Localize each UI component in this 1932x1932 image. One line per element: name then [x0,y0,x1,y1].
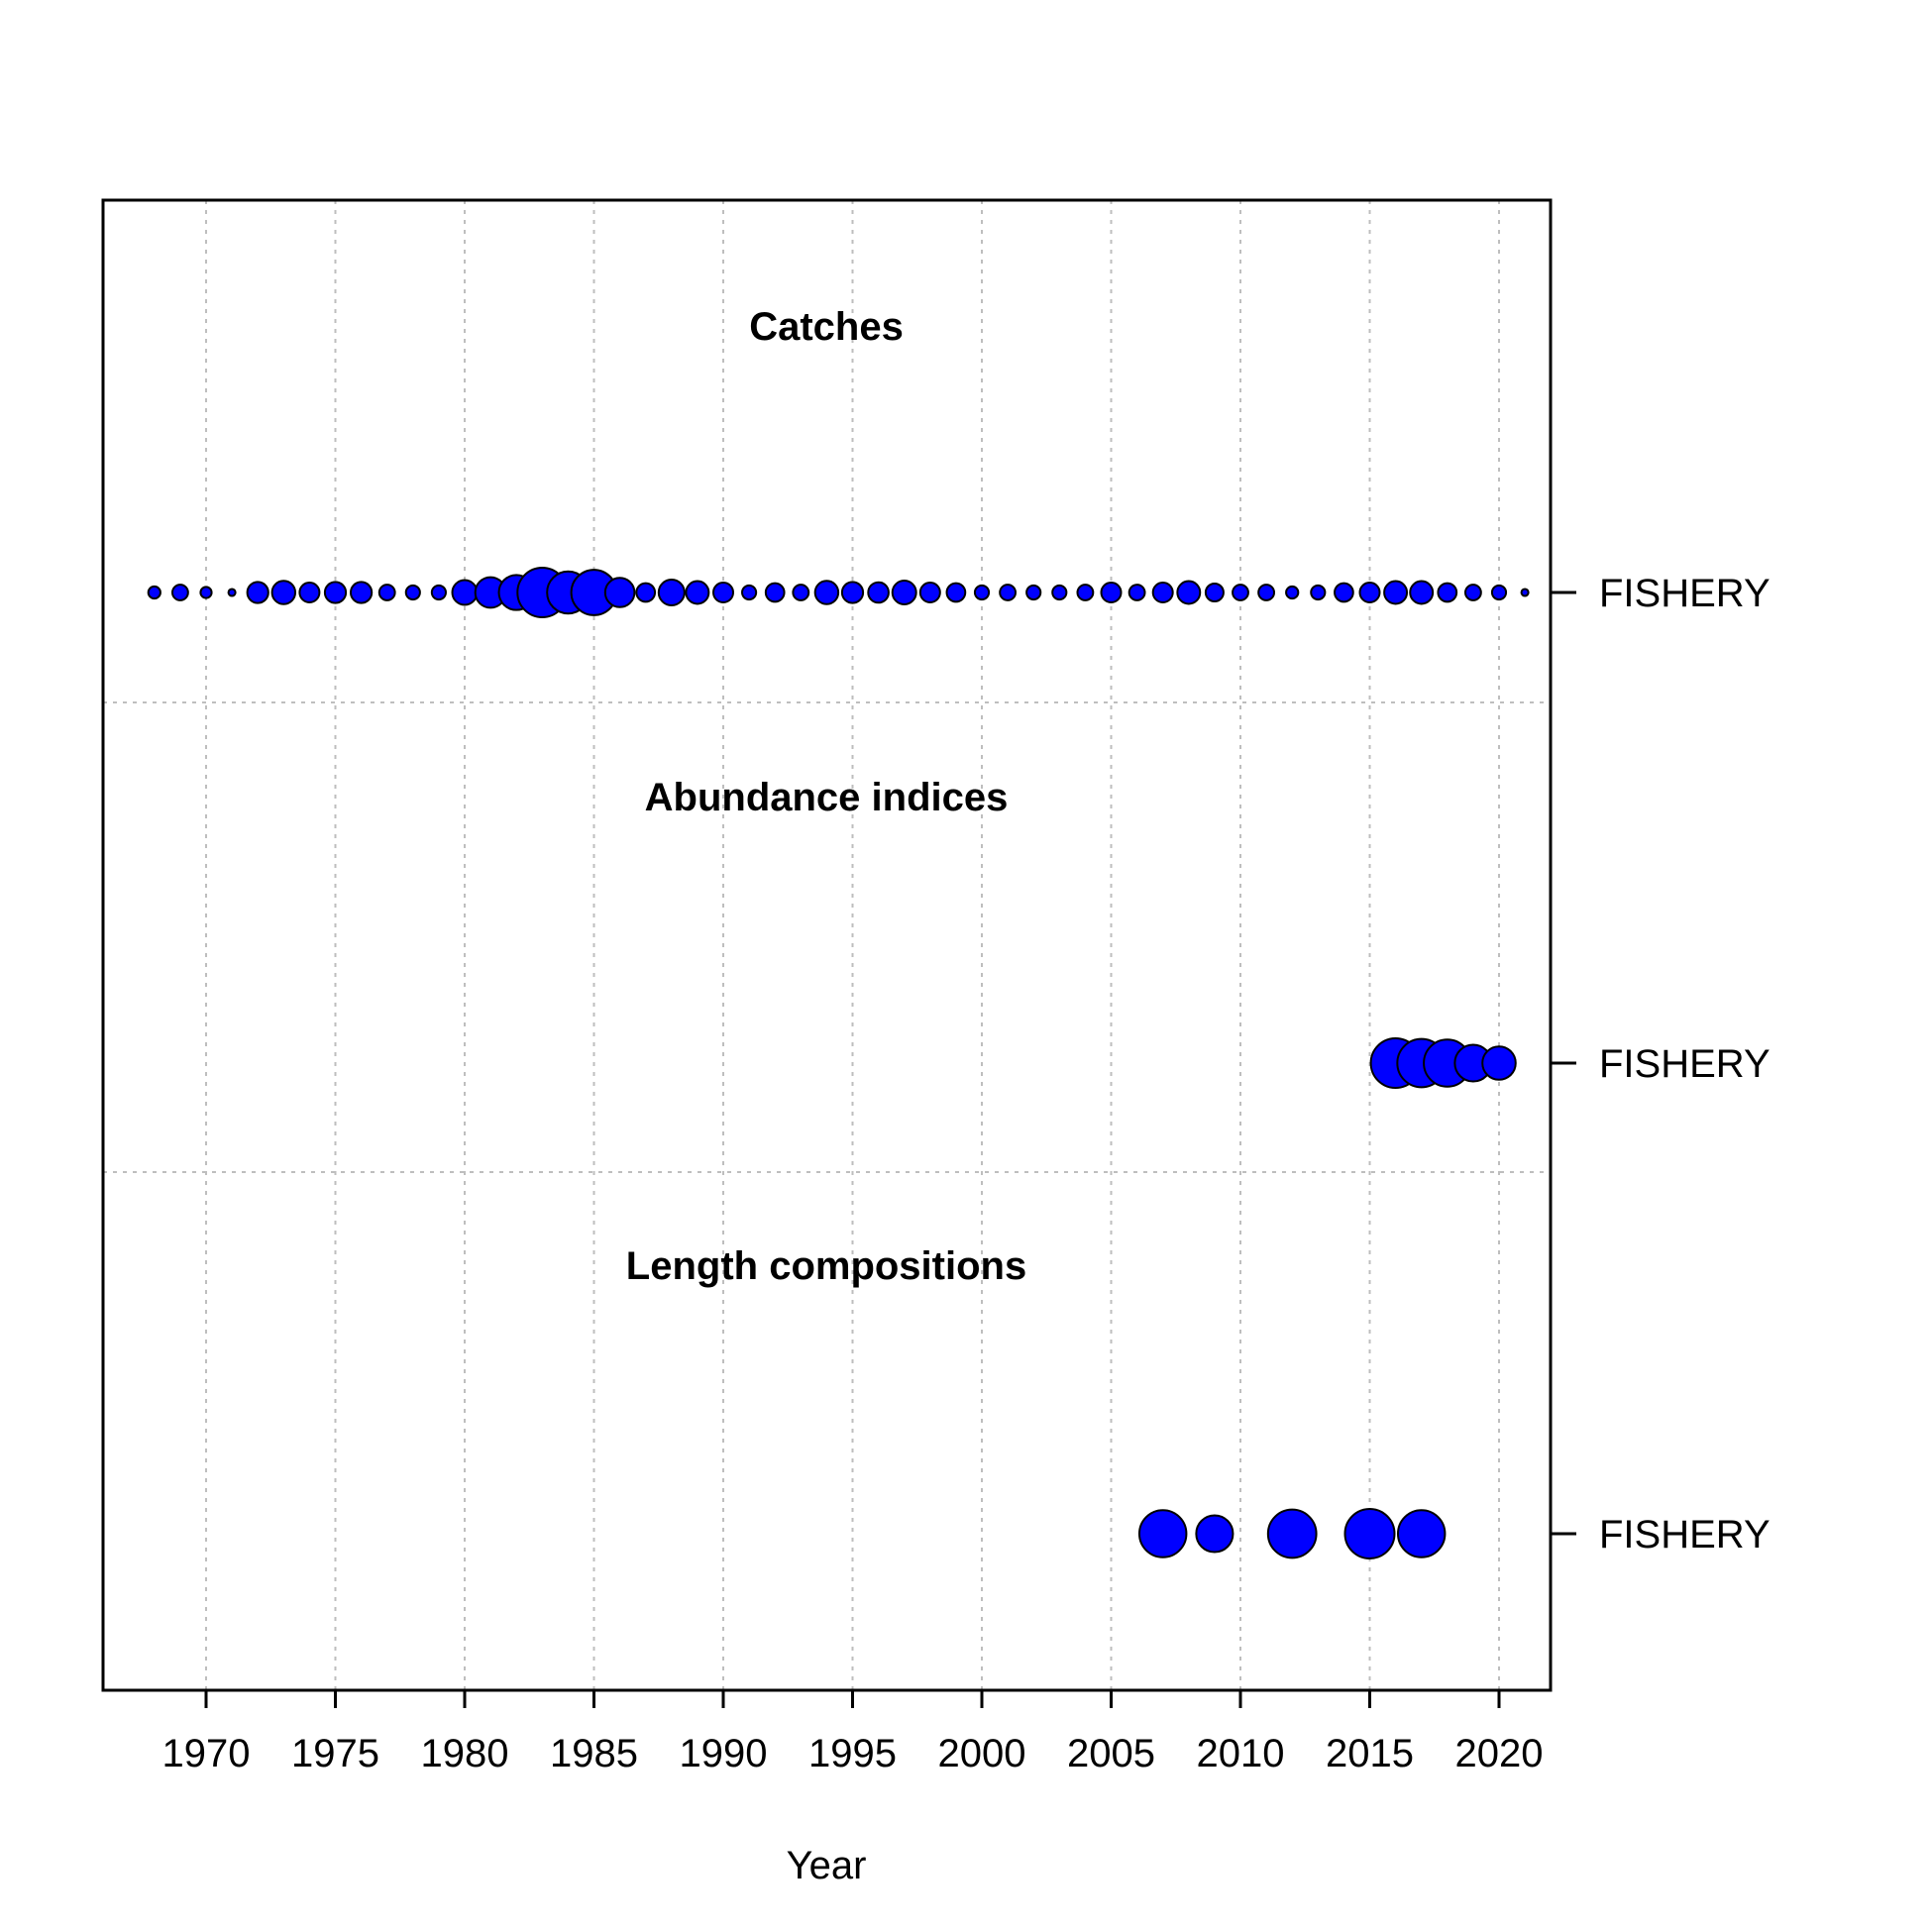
data-bubble [270,580,297,605]
data-bubble [712,582,734,603]
x-tick-label: 1990 [680,1732,768,1775]
data-bubble [840,581,865,604]
x-tick-label: 1985 [550,1732,638,1775]
data-bubble [973,584,991,601]
x-tick-label: 2000 [938,1732,1026,1775]
x-tick-label: 2010 [1197,1732,1285,1775]
grid-lines [103,200,1551,1690]
data-bubble [918,582,941,603]
data-bubble [1195,1514,1234,1554]
data-bubble [377,584,396,601]
x-tick-label: 1995 [808,1732,897,1775]
data-bubble [199,586,213,599]
panel-length-compositions: Length compositions FISHERY [626,1244,1771,1559]
panel-title: Length compositions [626,1244,1026,1288]
data-bubble [741,584,758,601]
x-axis-title: Year [787,1844,867,1887]
data-bubble [1463,584,1482,601]
data-bubble [451,579,479,606]
data-bubble [685,580,710,605]
data-bubble [170,584,189,601]
data-bubble [1310,584,1327,601]
x-tick-label: 1970 [162,1732,251,1775]
data-bubble [1076,584,1095,601]
data-bubble [603,577,636,608]
data-bubble [349,581,374,604]
panel-abundance-indices: Abundance indices FISHERY [645,776,1771,1089]
data-bubble [227,588,237,597]
panel-title: Abundance indices [645,776,1009,819]
data-bubble [430,584,447,601]
data-bubble [813,580,840,605]
panel-catches: Catches FISHERY [147,305,1771,618]
data-bubble [1396,1509,1447,1558]
data-bubble [1137,1509,1188,1558]
data-bubble [1151,582,1174,603]
data-bubble [764,582,786,603]
data-bubble [867,581,890,604]
data-bubble [1127,584,1146,601]
data-bubble [1343,1508,1396,1559]
x-tick-label: 2015 [1326,1732,1414,1775]
data-bubble [1232,584,1249,601]
data-bubble [147,585,161,600]
data-bubble [1100,582,1123,603]
data-bubble [1204,582,1225,603]
data-bubble [298,582,321,603]
panel-title: Catches [749,305,904,349]
data-bubble [1285,585,1300,600]
data-bubble [1437,582,1458,603]
data-bubble [657,579,686,606]
data-bubble [999,584,1018,601]
data-bubble [1176,580,1202,605]
data-bubble [792,584,810,601]
plot-frame [101,198,1553,1692]
data-bubble [945,582,967,603]
data-bubble [323,581,348,604]
x-tick-label: 2020 [1455,1732,1544,1775]
data-bubble [1358,582,1381,603]
data-bubble [1481,1045,1517,1081]
data-bubble [1025,584,1042,601]
x-tick-label: 1980 [421,1732,509,1775]
data-bubble [1490,584,1508,601]
data-bubble [1266,1508,1318,1559]
x-tick-label: 1975 [291,1732,379,1775]
row-label: FISHERY [1599,1513,1771,1556]
data-bubble [1383,580,1409,605]
x-tick-label: 2005 [1067,1732,1155,1775]
data-bubble [1257,584,1276,601]
data-bubble [404,584,421,601]
data-bubble [1051,584,1068,601]
data-bubble [246,581,269,604]
data-bubble [1520,588,1530,597]
row-label: FISHERY [1599,572,1771,615]
data-bubble [1409,580,1435,605]
x-axis: 1970 1975 1980 1985 1990 1995 2000 2005 2010 2015… [162,1690,1544,1775]
data-bubble [891,580,917,605]
data-bubble [635,582,657,603]
row-label: FISHERY [1599,1042,1771,1086]
data-bubble [1334,582,1354,603]
